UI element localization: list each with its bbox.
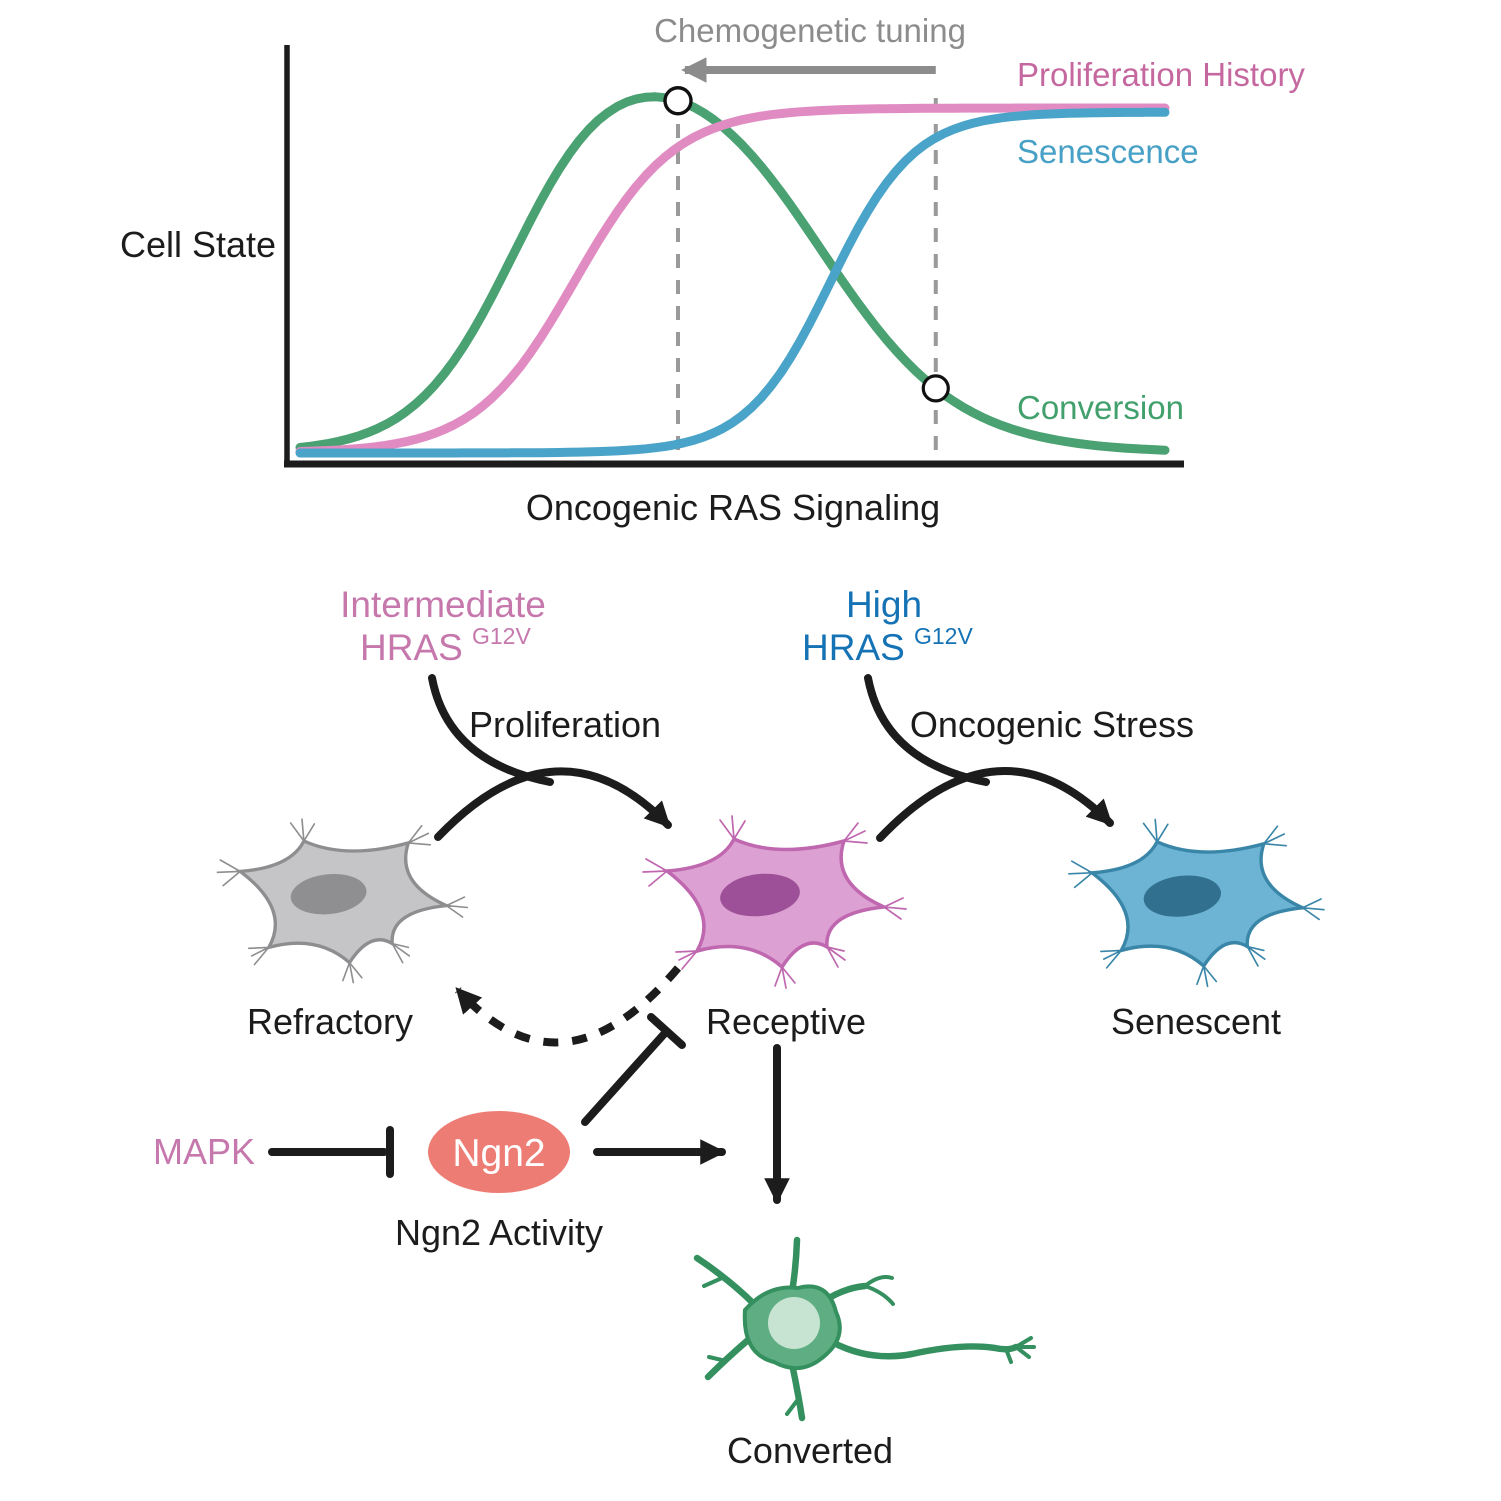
neuron-dendrite-upper-left bbox=[693, 1254, 759, 1309]
receptive-label: Receptive bbox=[706, 1001, 866, 1042]
tuning-label: Chemogenetic tuning bbox=[654, 12, 966, 49]
ngn2-activity-label: Ngn2 Activity bbox=[395, 1212, 603, 1253]
neuron-growth-cone bbox=[1004, 1336, 1036, 1364]
ngn2-node bbox=[428, 1111, 570, 1193]
high-hras-superscript: G12V bbox=[914, 623, 973, 649]
chart-panel: Chemogenetic tuning Proliferation Histor… bbox=[120, 12, 1305, 528]
legend-senescence: Senescence bbox=[1017, 133, 1199, 170]
x-axis-label: Oncogenic RAS Signaling bbox=[526, 487, 940, 528]
converted-neuron bbox=[693, 1236, 1036, 1422]
high-hras-label: High HRAS G12V bbox=[802, 584, 973, 668]
curve-proliferation-history bbox=[295, 103, 1170, 457]
neuron-dendrite-fork-ll bbox=[707, 1355, 728, 1363]
neuron-dendrite-fork-ur bbox=[863, 1275, 895, 1306]
mapk-label: MAPK bbox=[153, 1131, 255, 1172]
proliferation-label: Proliferation bbox=[469, 704, 661, 745]
ngn2-inhibition-tbar bbox=[647, 1013, 686, 1049]
intermediate-hras-superscript: G12V bbox=[472, 623, 531, 649]
intermediate-hras-text: HRAS bbox=[360, 627, 463, 668]
marker-point-descent bbox=[921, 374, 950, 403]
neuron-nucleus bbox=[768, 1297, 820, 1349]
proliferation-arrow bbox=[434, 767, 672, 841]
dedifferentiation-dashed-arrow bbox=[455, 965, 682, 1047]
ngn2-node-label: Ngn2 bbox=[452, 1132, 545, 1175]
legend-conversion: Conversion bbox=[1017, 389, 1184, 426]
curve-conversion bbox=[295, 92, 1170, 455]
high-text: High bbox=[846, 584, 922, 625]
refractory-label: Refractory bbox=[247, 1001, 413, 1042]
high-hras-text: HRAS bbox=[802, 627, 905, 668]
oncogenic-stress-arrow bbox=[876, 767, 1114, 842]
senescent-label: Senescent bbox=[1111, 1001, 1281, 1042]
oncogenic-stress-label: Oncogenic Stress bbox=[910, 704, 1194, 745]
intermediate-text: Intermediate bbox=[340, 584, 546, 625]
neuron-dendrite-fork-b bbox=[785, 1396, 801, 1416]
state-diagram-panel: Intermediate HRAS G12V High HRAS G12V Pr… bbox=[153, 584, 1324, 1471]
neuron-dendrite-fork-ul bbox=[702, 1276, 724, 1288]
ngn2-inhibition-line bbox=[581, 1029, 669, 1126]
converted-label: Converted bbox=[727, 1430, 893, 1471]
intermediate-hras-label: Intermediate HRAS G12V bbox=[340, 584, 546, 668]
curve-senescence bbox=[295, 107, 1170, 458]
y-axis-label: Cell State bbox=[120, 224, 276, 265]
legend-proliferation-history: Proliferation History bbox=[1017, 56, 1305, 93]
marker-point-peak bbox=[663, 86, 693, 116]
